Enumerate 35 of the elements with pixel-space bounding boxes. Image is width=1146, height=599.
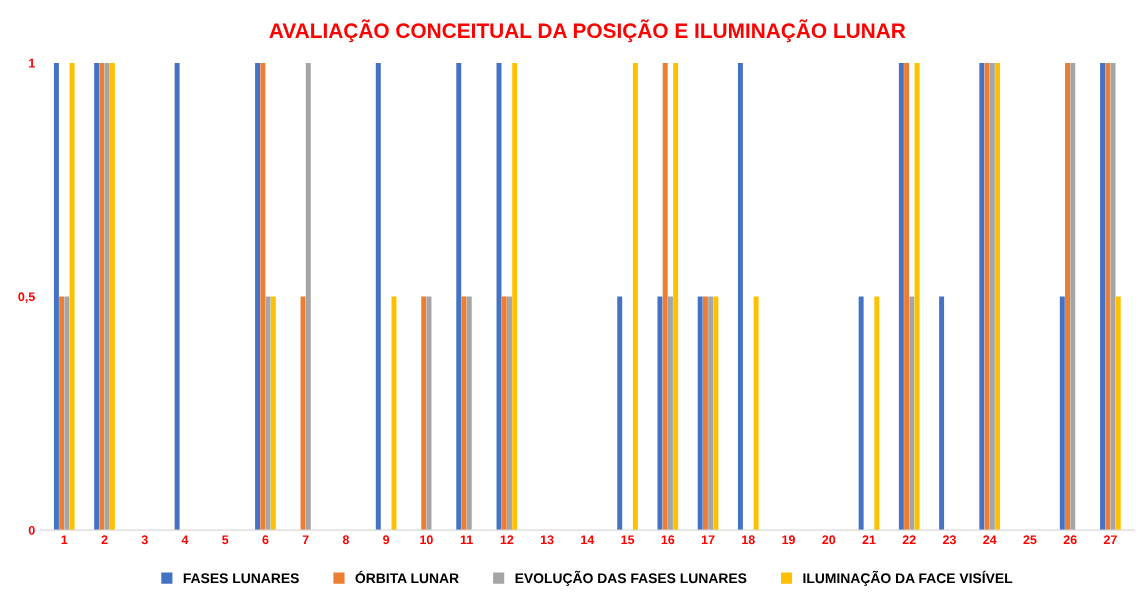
x-tick-label: 24 <box>983 535 997 545</box>
legend-label: FASES LUNARES <box>183 573 299 584</box>
x-tick-label: 7 <box>302 535 309 545</box>
chart-title: AVALIAÇÃO CONCEITUAL DA POSIÇÃO E ILUMINAÇÃO LUNAR <box>269 19 906 43</box>
y-tick-label: 0 <box>28 525 35 535</box>
x-tick-label: 4 <box>181 535 189 545</box>
x-tick-label: 10 <box>420 535 433 545</box>
x-tick-label: 2 <box>101 535 108 545</box>
x-tick-label: 11 <box>460 535 473 545</box>
legend-label: ÓRBITA LUNAR <box>355 570 459 584</box>
x-tick-label: 27 <box>1103 535 1117 545</box>
legend-label: ILUMINAÇÃO DA FACE VISÍVEL <box>803 570 1013 586</box>
x-tick-label: 25 <box>1023 535 1037 545</box>
x-tick-label: 8 <box>342 535 349 545</box>
x-tick-label: 20 <box>822 535 836 545</box>
x-tick-label: 9 <box>383 535 390 545</box>
x-tick-label: 15 <box>621 535 635 545</box>
x-tick-label: 12 <box>500 535 514 545</box>
x-tick-label: 1 <box>61 535 68 545</box>
x-tick-label: 16 <box>661 535 675 545</box>
x-tick-label: 17 <box>701 535 715 545</box>
x-tick-label: 19 <box>782 535 795 545</box>
x-tick-label: 26 <box>1063 535 1077 545</box>
x-tick-label: 6 <box>262 535 269 545</box>
x-tick-label: 22 <box>902 535 916 545</box>
x-tick-label: 23 <box>942 535 956 545</box>
x-tick-label: 14 <box>581 535 595 545</box>
legend-label: EVOLUÇÃO DAS FASES LUNARES <box>515 570 747 586</box>
y-tick-label: 0,5 <box>18 292 35 303</box>
x-tick-label: 13 <box>540 535 554 545</box>
x-tick-label: 21 <box>862 535 876 545</box>
x-tick-label: 18 <box>742 535 755 545</box>
y-tick-label: 1 <box>29 58 35 68</box>
x-tick-label: 5 <box>222 535 229 545</box>
x-tick-label: 3 <box>141 535 148 545</box>
